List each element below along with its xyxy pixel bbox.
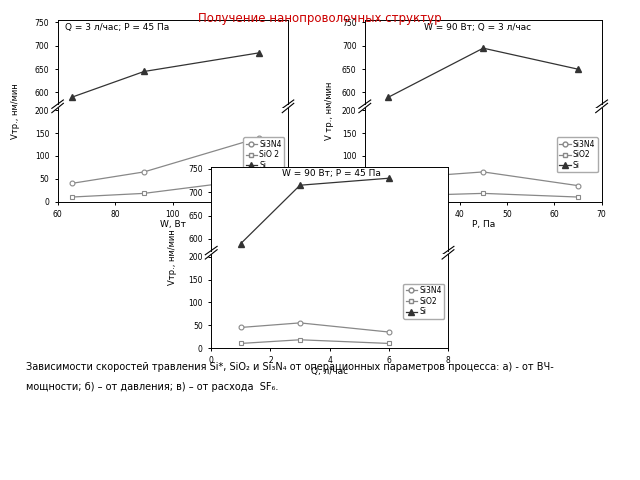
Text: Q = 3 л/час; P = 45 Па: Q = 3 л/час; P = 45 Па	[65, 23, 169, 32]
Text: V тр., нм/мин: V тр., нм/мин	[325, 82, 334, 140]
Text: Зависимости скоростей травления Si*, SiO₂ и Si₃N₄ от операционных параметров про: Зависимости скоростей травления Si*, SiO…	[26, 362, 554, 372]
Legend: Si3N4, SiO 2, Si: Si3N4, SiO 2, Si	[243, 137, 284, 172]
Text: Vтр., нм/мин: Vтр., нм/мин	[168, 229, 177, 285]
X-axis label: P, Па: P, Па	[472, 220, 495, 229]
Legend: Si3N4, SiO2, Si: Si3N4, SiO2, Si	[403, 284, 444, 319]
X-axis label: Q, л/час: Q, л/час	[311, 367, 348, 376]
Text: мощности; б) – от давления; в) – от расхода  SF₆.: мощности; б) – от давления; в) – от расх…	[26, 382, 278, 392]
Legend: Si3N4, SiO2, Si: Si3N4, SiO2, Si	[557, 137, 598, 172]
Text: W = 90 Вт; P = 45 Па: W = 90 Вт; P = 45 Па	[282, 169, 381, 178]
Text: Получение нанопроволочных структур: Получение нанопроволочных структур	[198, 12, 442, 25]
Text: W = 90 Вт; Q = 3 л/час: W = 90 Вт; Q = 3 л/час	[424, 23, 531, 32]
X-axis label: W, Вт: W, Вт	[160, 220, 186, 229]
Text: Vтр., нм/мин: Vтр., нм/мин	[12, 83, 20, 139]
